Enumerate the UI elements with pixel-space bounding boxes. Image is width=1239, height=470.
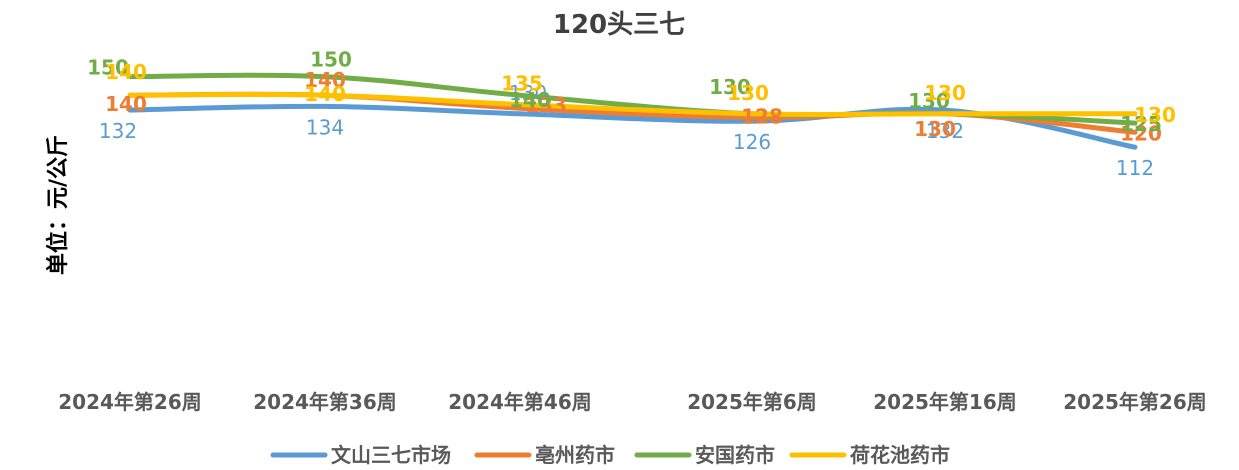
legend-item-wenshan: 文山三七市场 xyxy=(270,443,451,467)
data-label-anguo: 130 xyxy=(908,89,950,113)
data-label-wenshan: 132 xyxy=(99,119,137,143)
data-label-bozhou: 128 xyxy=(741,104,783,128)
legend-label: 安国药市 xyxy=(695,443,775,467)
data-label-anguo: 130 xyxy=(709,75,751,99)
data-label-bozhou: 120 xyxy=(1120,121,1162,145)
data-label-hehuachi: 130 xyxy=(1134,103,1176,127)
legend-label: 荷花池药市 xyxy=(850,443,950,467)
legend-item-anguo: 安国药市 xyxy=(634,443,775,467)
data-label-wenshan: 130 xyxy=(509,81,547,105)
data-label-wenshan: 132 xyxy=(926,119,964,143)
legend: 文山三七市场 亳州药市 安国药市 荷花池药市 xyxy=(270,443,950,467)
data-label-hehuachi: 140 xyxy=(304,82,346,106)
data-label-anguo: 125 xyxy=(1120,112,1162,136)
legend-item-hehuachi: 荷花池药市 xyxy=(789,443,950,467)
legend-item-bozhou: 亳州药市 xyxy=(474,443,615,467)
x-tick-label: 2025年第16周 xyxy=(873,390,1017,414)
data-label-hehuachi: 130 xyxy=(924,81,966,105)
data-label-bozhou: 140 xyxy=(304,68,346,92)
data-label-wenshan: 126 xyxy=(733,130,771,154)
data-label-anguo: 140 xyxy=(509,88,551,112)
data-label-wenshan: 134 xyxy=(306,115,344,139)
data-label-anguo: 150 xyxy=(87,56,129,80)
data-label-hehuachi: 140 xyxy=(105,60,147,84)
x-tick-label: 2024年第46周 xyxy=(448,390,592,414)
x-tick-label: 2024年第36周 xyxy=(253,390,397,414)
legend-label: 亳州药市 xyxy=(535,443,615,467)
data-label-bozhou: 133 xyxy=(525,93,567,117)
y-axis-label: 单位：元/公斤 xyxy=(45,135,71,275)
data-label-anguo: 150 xyxy=(310,48,352,72)
data-label-bozhou: 130 xyxy=(914,117,956,141)
data-label-hehuachi: 135 xyxy=(501,72,543,96)
x-tick-label: 2024年第26周 xyxy=(58,390,202,414)
series-line-hehuachi xyxy=(127,91,1138,118)
legend-label: 文山三七市场 xyxy=(331,443,451,467)
data-label-hehuachi: 130 xyxy=(727,81,769,105)
data-label-wenshan: 112 xyxy=(1116,156,1154,180)
y-axis-label-group: 单位：元/公斤 xyxy=(45,135,71,275)
chart-title: 120头三七 xyxy=(553,10,685,40)
x-axis-tick-labels: 2024年第26周 2024年第36周 2024年第46周 2025年第6周 2025年… xyxy=(58,390,1207,414)
data-label-bozhou: 140 xyxy=(105,92,147,116)
series-layer xyxy=(127,72,1138,150)
x-tick-label: 2025年第26周 xyxy=(1063,390,1207,414)
x-tick-label: 2025年第6周 xyxy=(687,390,817,414)
